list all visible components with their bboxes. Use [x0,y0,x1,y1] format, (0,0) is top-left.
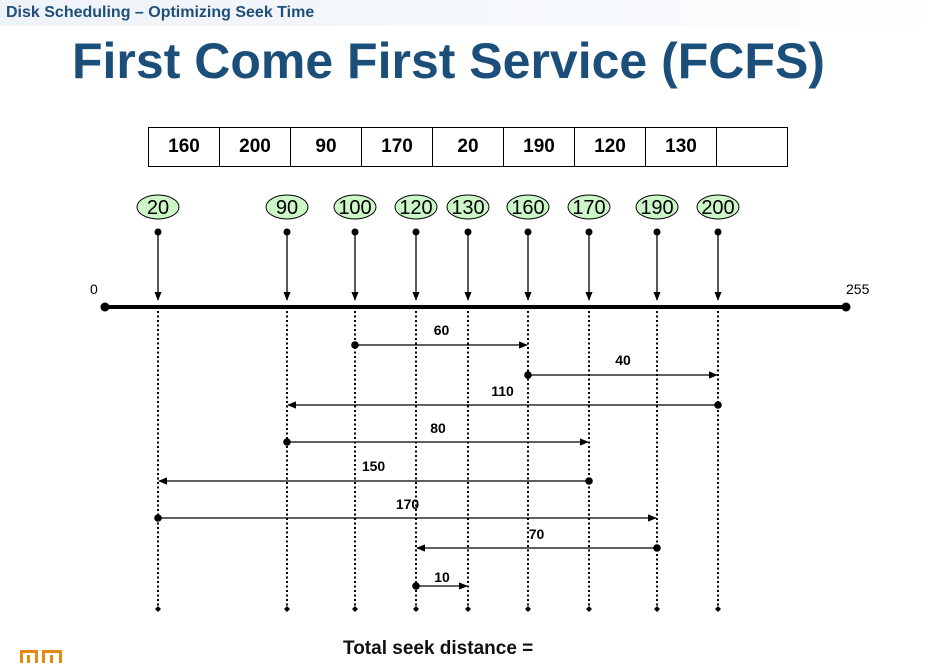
track-guide-end [284,606,290,612]
move-distance-label: 40 [615,352,631,368]
queue-cell: 120 [575,128,646,166]
axis-end-point [841,302,851,312]
track-bubble [567,194,611,220]
request-queue: 160 200 90 170 20 190 120 130 [148,127,788,167]
track-guide-end [465,606,471,612]
track-bubble [136,194,180,220]
move-distance-label: 10 [434,569,450,585]
axis-start-point [100,302,110,312]
track-label: 100 [338,197,371,219]
axis-max-label: 255 [846,281,870,297]
track-guide-end [525,606,531,612]
queue-cell: 200 [220,128,291,166]
slide-title: First Come First Service (FCFS) [72,33,825,89]
move-distance-label: 170 [396,496,420,512]
track-bubble [506,194,550,220]
queue-cell: 130 [646,128,717,166]
track-bubble [394,194,438,220]
total-seek-label: Total seek distance = [343,638,534,659]
track-guide-end [715,606,721,612]
track-bubble [696,194,740,220]
slide-logo-icon [20,650,62,663]
slide-header-bar: Disk Scheduling – Optimizing Seek Time [0,0,950,26]
track-label: 130 [451,197,484,219]
queue-cell: 160 [149,128,220,166]
track-label: 120 [399,197,432,219]
track-bubble [265,194,309,220]
move-distance-label: 70 [529,526,545,542]
queue-cell: 90 [291,128,362,166]
track-bubble [446,194,490,220]
queue-cell: 190 [504,128,575,166]
move-distance-label: 60 [434,322,450,338]
track-bubble [333,194,377,220]
track-guide-end [413,606,419,612]
queue-cell: 20 [433,128,504,166]
axis-min-label: 0 [90,281,98,297]
track-guide-end [352,606,358,612]
move-distance-label: 80 [430,420,446,436]
track-guide-end [654,606,660,612]
track-bubble [635,194,679,220]
move-distance-label: 150 [362,458,386,474]
track-label: 200 [701,197,734,219]
slide-header-text: Disk Scheduling – Optimizing Seek Time [6,4,315,21]
queue-cell: 170 [362,128,433,166]
track-label: 160 [511,197,544,219]
track-guide-end [586,606,592,612]
move-distance-label: 110 [491,383,514,399]
track-label: 190 [640,197,673,219]
track-guide-end [155,606,161,612]
track-label: 90 [276,197,298,219]
track-label: 20 [147,197,169,219]
track-label: 170 [572,197,605,219]
